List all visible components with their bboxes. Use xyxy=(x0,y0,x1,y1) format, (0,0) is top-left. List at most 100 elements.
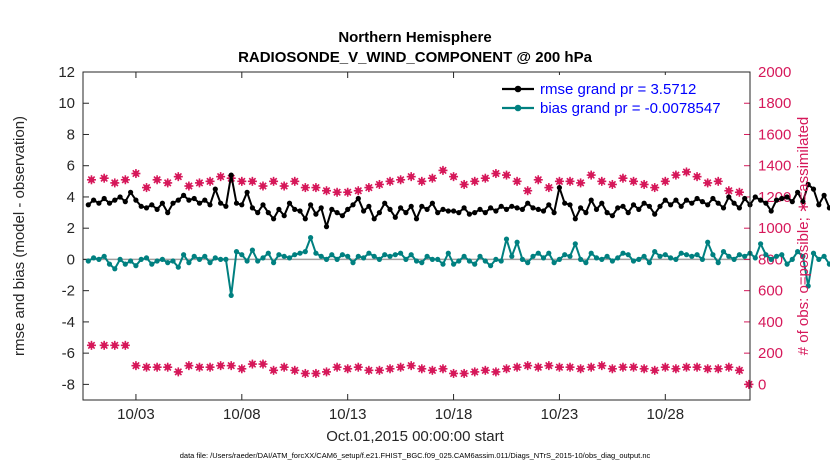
bias-point xyxy=(509,253,515,259)
rmse-point xyxy=(313,211,319,217)
rmse-point xyxy=(625,210,631,216)
rmse-point xyxy=(736,205,743,211)
obs-marker-low xyxy=(523,361,533,371)
obs-marker-low xyxy=(713,364,723,374)
bias-point xyxy=(556,256,563,262)
bias-point xyxy=(212,255,218,261)
y-tick-label-left: 12 xyxy=(58,64,75,81)
plot-area xyxy=(83,72,750,400)
bias-point xyxy=(578,256,584,262)
bias-point xyxy=(583,260,589,266)
rmse-point xyxy=(477,206,483,212)
bias-point xyxy=(382,252,388,258)
rmse-point xyxy=(514,205,520,211)
obs-marker-high xyxy=(438,165,448,175)
x-axis-ticks: 10/03 10/08 10/13 10/18 10/23 10/28 xyxy=(117,72,684,423)
bias-point xyxy=(292,252,298,258)
bias-point xyxy=(810,250,817,256)
obs-marker-low xyxy=(120,340,130,350)
obs-marker-low xyxy=(205,362,215,372)
obs-marker-low xyxy=(470,367,480,377)
rmse-point xyxy=(493,208,499,214)
bias-point xyxy=(323,256,330,262)
obs-marker-high xyxy=(734,187,744,197)
obs-marker-high xyxy=(681,167,691,177)
rmse-point xyxy=(371,216,377,222)
rmse-point xyxy=(413,216,420,222)
rmse-point xyxy=(599,200,605,206)
y-axis-left-label: rmse and bias (model - observation) xyxy=(11,116,28,356)
rmse-point xyxy=(551,210,557,216)
obs-marker-high xyxy=(597,176,607,186)
obs-marker-high xyxy=(86,175,96,185)
rmse-point xyxy=(106,200,113,206)
bias-series xyxy=(85,235,830,298)
bias-point xyxy=(652,249,658,255)
legend: rmse grand pr = 3.5712 bias grand pr = -… xyxy=(494,75,738,121)
bias-point xyxy=(620,250,626,256)
bias-point xyxy=(699,256,706,262)
rmse-point xyxy=(752,194,758,200)
rmse-point xyxy=(281,213,287,219)
bias-point xyxy=(630,258,637,264)
obs-marker-high xyxy=(629,176,639,186)
rmse-point xyxy=(186,197,192,203)
bias-point xyxy=(784,261,790,267)
bias-point xyxy=(398,250,404,256)
obs-marker-low xyxy=(449,368,459,378)
bias-point xyxy=(609,258,616,264)
bias-point xyxy=(218,256,224,262)
obs-marker-high xyxy=(724,186,734,196)
bias-point xyxy=(546,250,552,256)
bias-point xyxy=(789,256,795,262)
y-tick-label-right: 1400 xyxy=(758,158,791,175)
rmse-point xyxy=(149,202,155,208)
rmse-point xyxy=(143,205,150,211)
bias-point xyxy=(683,252,690,258)
rmse-point xyxy=(265,210,271,216)
bias-point xyxy=(334,256,340,262)
obs-marker-high xyxy=(173,172,183,182)
obs-marker-high xyxy=(449,172,459,182)
rmse-point xyxy=(540,208,547,214)
bias-point xyxy=(228,292,234,298)
bias-point xyxy=(413,258,420,264)
bias-point xyxy=(244,258,250,264)
rmse-point xyxy=(482,210,488,216)
rmse-point xyxy=(170,200,176,206)
bias-point xyxy=(260,255,266,261)
bias-point xyxy=(451,261,457,267)
y-tick-label-right: 200 xyxy=(758,345,783,362)
bias-point xyxy=(339,252,345,258)
bias-point xyxy=(191,253,197,259)
obs-marker-low xyxy=(226,361,236,371)
obs-marker-low xyxy=(290,365,300,375)
bias-point xyxy=(249,247,255,253)
bias-point xyxy=(233,249,240,255)
obs-marker-high xyxy=(607,179,617,189)
obs-marker-high xyxy=(99,173,109,183)
bias-point xyxy=(551,260,557,266)
rmse-point xyxy=(588,197,594,203)
bias-point xyxy=(329,252,335,258)
y-tick-label-right: 1000 xyxy=(758,220,791,237)
bias-point xyxy=(657,253,663,259)
y-axis-right-label: # of obs: o=possible; ∗=assimilated xyxy=(795,117,812,356)
rmse-point xyxy=(546,202,552,208)
rmse-point xyxy=(308,202,314,208)
bias-point xyxy=(255,258,261,264)
rmse-point xyxy=(800,199,806,205)
bias-point xyxy=(816,256,822,262)
rmse-point xyxy=(133,197,139,203)
bias-point xyxy=(101,253,107,259)
obs-marker-high xyxy=(163,178,173,188)
rmse-point xyxy=(826,205,830,211)
obs-marker-low xyxy=(300,368,310,378)
rmse-point xyxy=(556,185,563,191)
rmse-point xyxy=(165,210,171,216)
bias-point xyxy=(96,256,102,262)
obs-marker-low xyxy=(491,367,501,377)
rmse-point xyxy=(461,205,467,211)
obs-marker-high xyxy=(343,187,353,197)
